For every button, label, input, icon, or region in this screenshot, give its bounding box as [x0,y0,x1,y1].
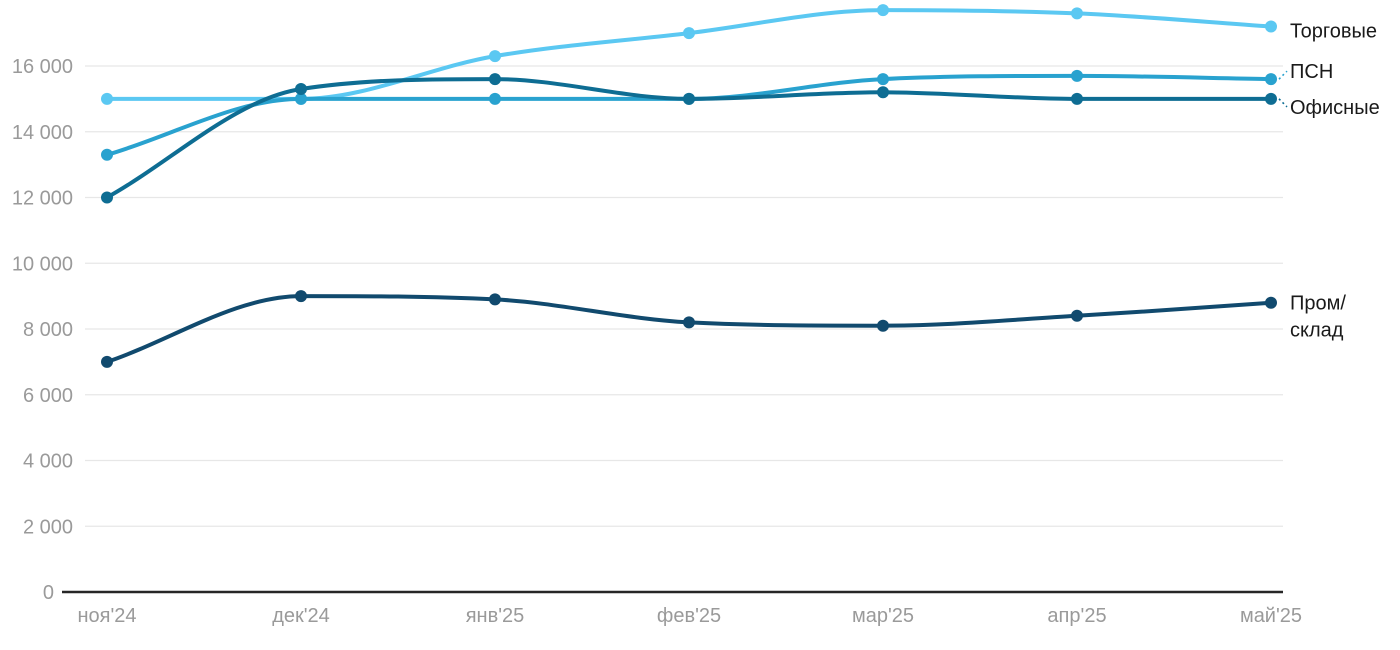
legend-label-prom-sklad: склад [1290,320,1344,342]
legend-label-torgovye: Торговые [1290,21,1377,43]
series-dot-ofisnye [1071,92,1083,105]
y-tick-label: 0 [43,582,54,604]
series-dot-torgovye [101,92,113,105]
x-tick-label: фев'25 [657,605,721,627]
series-dot-psn [101,148,113,161]
series-dot-ofisnye [101,191,113,204]
series-line-psn [105,73,1273,157]
legend-leader-ofisnye [1278,98,1288,108]
y-tick-label: 14 000 [12,122,73,144]
series-dot-psn [295,92,307,105]
series-dot-torgovye [1071,7,1083,20]
series-dot-prom-sklad [101,355,113,368]
series-line-torgovye [105,8,1273,101]
y-tick-label: 16 000 [12,56,73,78]
series-dot-prom-sklad [683,316,695,329]
series-dot-psn [489,92,501,105]
series-dot-prom-sklad [295,290,307,303]
series-dot-ofisnye [295,83,307,95]
series-dot-ofisnye [489,73,501,86]
x-tick-label: апр'25 [1047,605,1106,627]
y-tick-label: 8 000 [23,319,73,341]
legend-label-prom-sklad: Пром/ [1290,293,1346,315]
series-dot-torgovye [1265,20,1277,33]
series-dot-ofisnye [1265,92,1277,105]
series-dot-torgovye [877,4,889,17]
x-tick-label: янв'25 [466,605,525,627]
y-tick-label: 10 000 [12,253,73,275]
series-dot-torgovye [489,50,501,63]
y-tick-label: 12 000 [12,188,73,210]
series-dot-psn [1265,73,1277,86]
series-dot-prom-sklad [489,293,501,306]
series-dot-prom-sklad [1071,309,1083,322]
y-tick-label: 6 000 [23,385,73,407]
series-dot-ofisnye [683,92,695,105]
y-tick-label: 4 000 [23,451,73,473]
series-dot-prom-sklad [877,319,889,332]
series-dot-psn [1071,69,1083,82]
legend-label-psn: ПСН [1290,61,1333,83]
x-tick-label: мар'25 [852,605,914,627]
series-dot-psn [877,73,889,86]
x-tick-label: ноя'24 [77,605,136,627]
legend-leader-psn [1278,70,1288,80]
series-dot-ofisnye [877,86,889,99]
y-tick-label: 2 000 [23,516,73,538]
legend-label-ofisnye: Офисные [1290,97,1380,119]
series-dot-torgovye [683,27,695,40]
x-tick-label: дек'24 [272,605,330,627]
x-tick-label: май'25 [1240,605,1302,627]
series-dot-prom-sklad [1265,296,1277,309]
